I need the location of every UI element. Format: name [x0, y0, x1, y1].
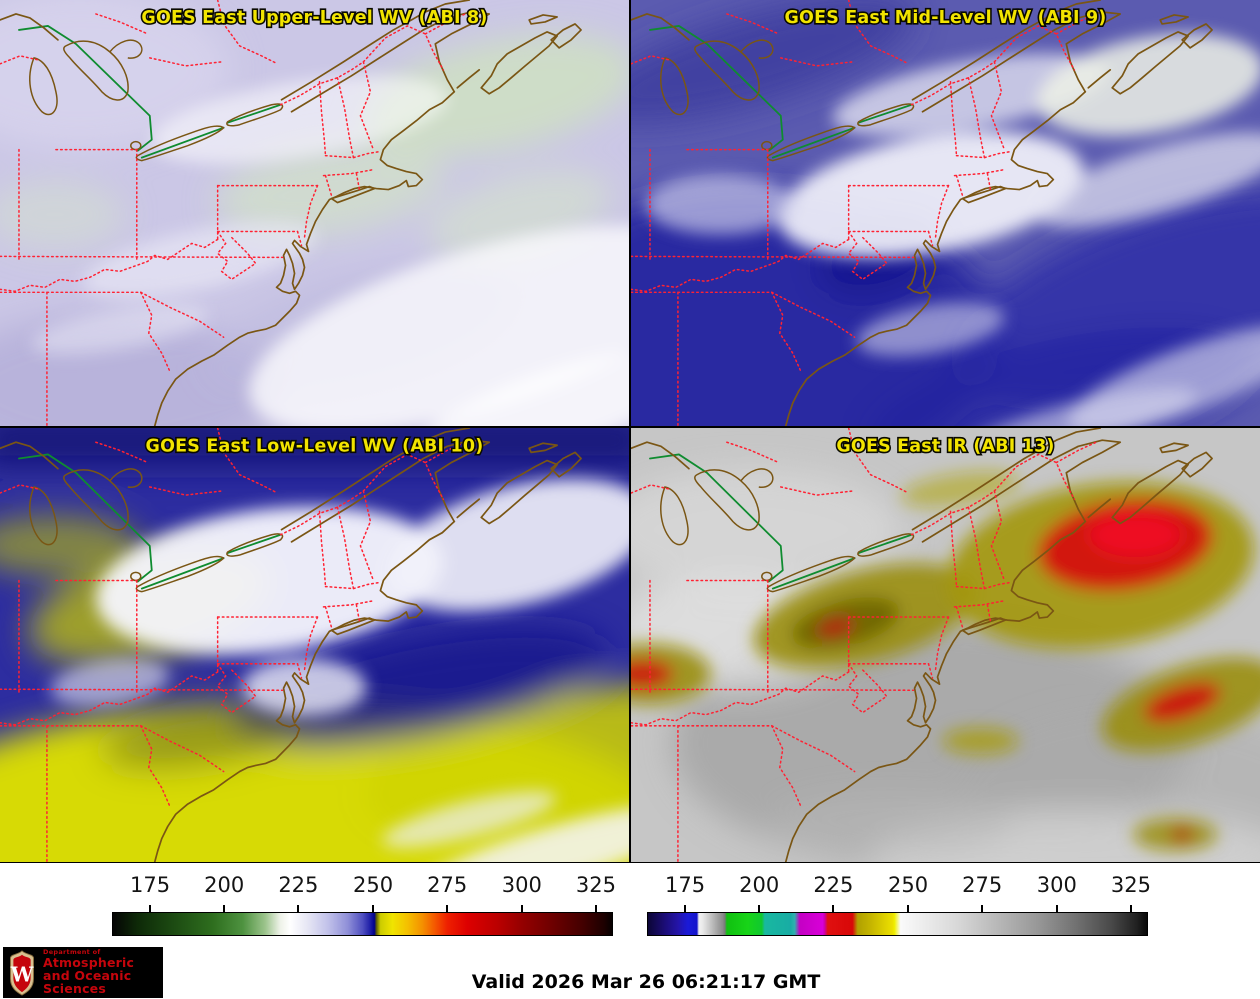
- panel-mid-level-wv: GOES East Mid-Level WV (ABI 9): [631, 0, 1260, 426]
- tick-label: 200: [204, 873, 245, 897]
- colorbar-ir-tick-labels: 175 200 225 250 275 300 325: [647, 873, 1151, 899]
- panel-title: GOES East Mid-Level WV (ABI 9): [785, 8, 1107, 28]
- colorbar-ir-ticks: [647, 905, 1148, 912]
- colorbar-wv-ticks: [112, 905, 613, 912]
- tick-label: 175: [665, 873, 706, 897]
- logo-name-line1: Atmospheric: [43, 955, 135, 971]
- upper-level-wv-image: GOES East Upper-Level WV (ABI 8): [0, 0, 629, 426]
- logo-text: Department of Atmospheric and Oceanic Sc…: [43, 948, 163, 997]
- footer: W Department of Atmospheric and Oceanic …: [0, 947, 1260, 999]
- logo-name-line2: and Oceanic Sciences: [43, 968, 132, 997]
- tick-label: 275: [427, 873, 468, 897]
- tick-label: 275: [962, 873, 1003, 897]
- tick-label: 325: [1110, 873, 1151, 897]
- wv8-cloud-streaks: [31, 75, 629, 426]
- legend-row: 175 200 225 250 275 300 325 175 200 225 …: [0, 863, 1260, 947]
- panel-upper-level-wv: GOES East Upper-Level WV (ABI 8): [0, 0, 629, 426]
- mid-level-wv-image: GOES East Mid-Level WV (ABI 9): [631, 0, 1260, 426]
- wv10-cloud-masses: [50, 478, 629, 862]
- tick-label: 300: [501, 873, 542, 897]
- ir-enhanced-cold-clouds: [631, 470, 1260, 851]
- low-level-wv-image: GOES East Low-Level WV (ABI 10): [0, 428, 629, 862]
- tick-label: 225: [278, 873, 319, 897]
- tick-label: 175: [130, 873, 171, 897]
- uw-aos-logo: W Department of Atmospheric and Oceanic …: [3, 947, 163, 998]
- tick-label: 250: [887, 873, 929, 897]
- uw-crest-icon: W: [10, 949, 34, 996]
- panel-low-level-wv: GOES East Low-Level WV (ABI 10): [0, 428, 629, 862]
- colorbar-wv-tick-labels: 175 200 225 250 275 300 325: [112, 873, 616, 899]
- panel-title: GOES East Low-Level WV (ABI 10): [146, 436, 484, 456]
- colorbar-wv-gradient: [112, 912, 613, 936]
- panel-title: GOES East Upper-Level WV (ABI 8): [141, 8, 487, 28]
- tick-label: 250: [352, 873, 394, 897]
- tick-label: 325: [575, 873, 616, 897]
- tick-label: 200: [739, 873, 780, 897]
- panel-title: GOES East IR (ABI 13): [836, 436, 1054, 456]
- tick-label: 225: [813, 873, 854, 897]
- logo-department-prefix: Department of: [43, 948, 101, 957]
- valid-time-label: Valid 2026 Mar 26 06:21:17 GMT: [471, 971, 821, 993]
- satellite-panel-grid: GOES East Upper-Level WV (ABI 8): [0, 0, 1260, 863]
- colorbar-infrared: 175 200 225 250 275 300 325: [647, 863, 1151, 947]
- colorbar-water-vapor: 175 200 225 250 275 300 325: [112, 863, 616, 947]
- ir-image: GOES East IR (ABI 13): [631, 428, 1260, 862]
- crest-letter: W: [10, 962, 34, 986]
- panel-ir: GOES East IR (ABI 13): [631, 428, 1260, 862]
- wv9-cloud-streaks: [645, 33, 1260, 426]
- colorbar-ir-gradient: [647, 912, 1148, 936]
- tick-label: 300: [1036, 873, 1077, 897]
